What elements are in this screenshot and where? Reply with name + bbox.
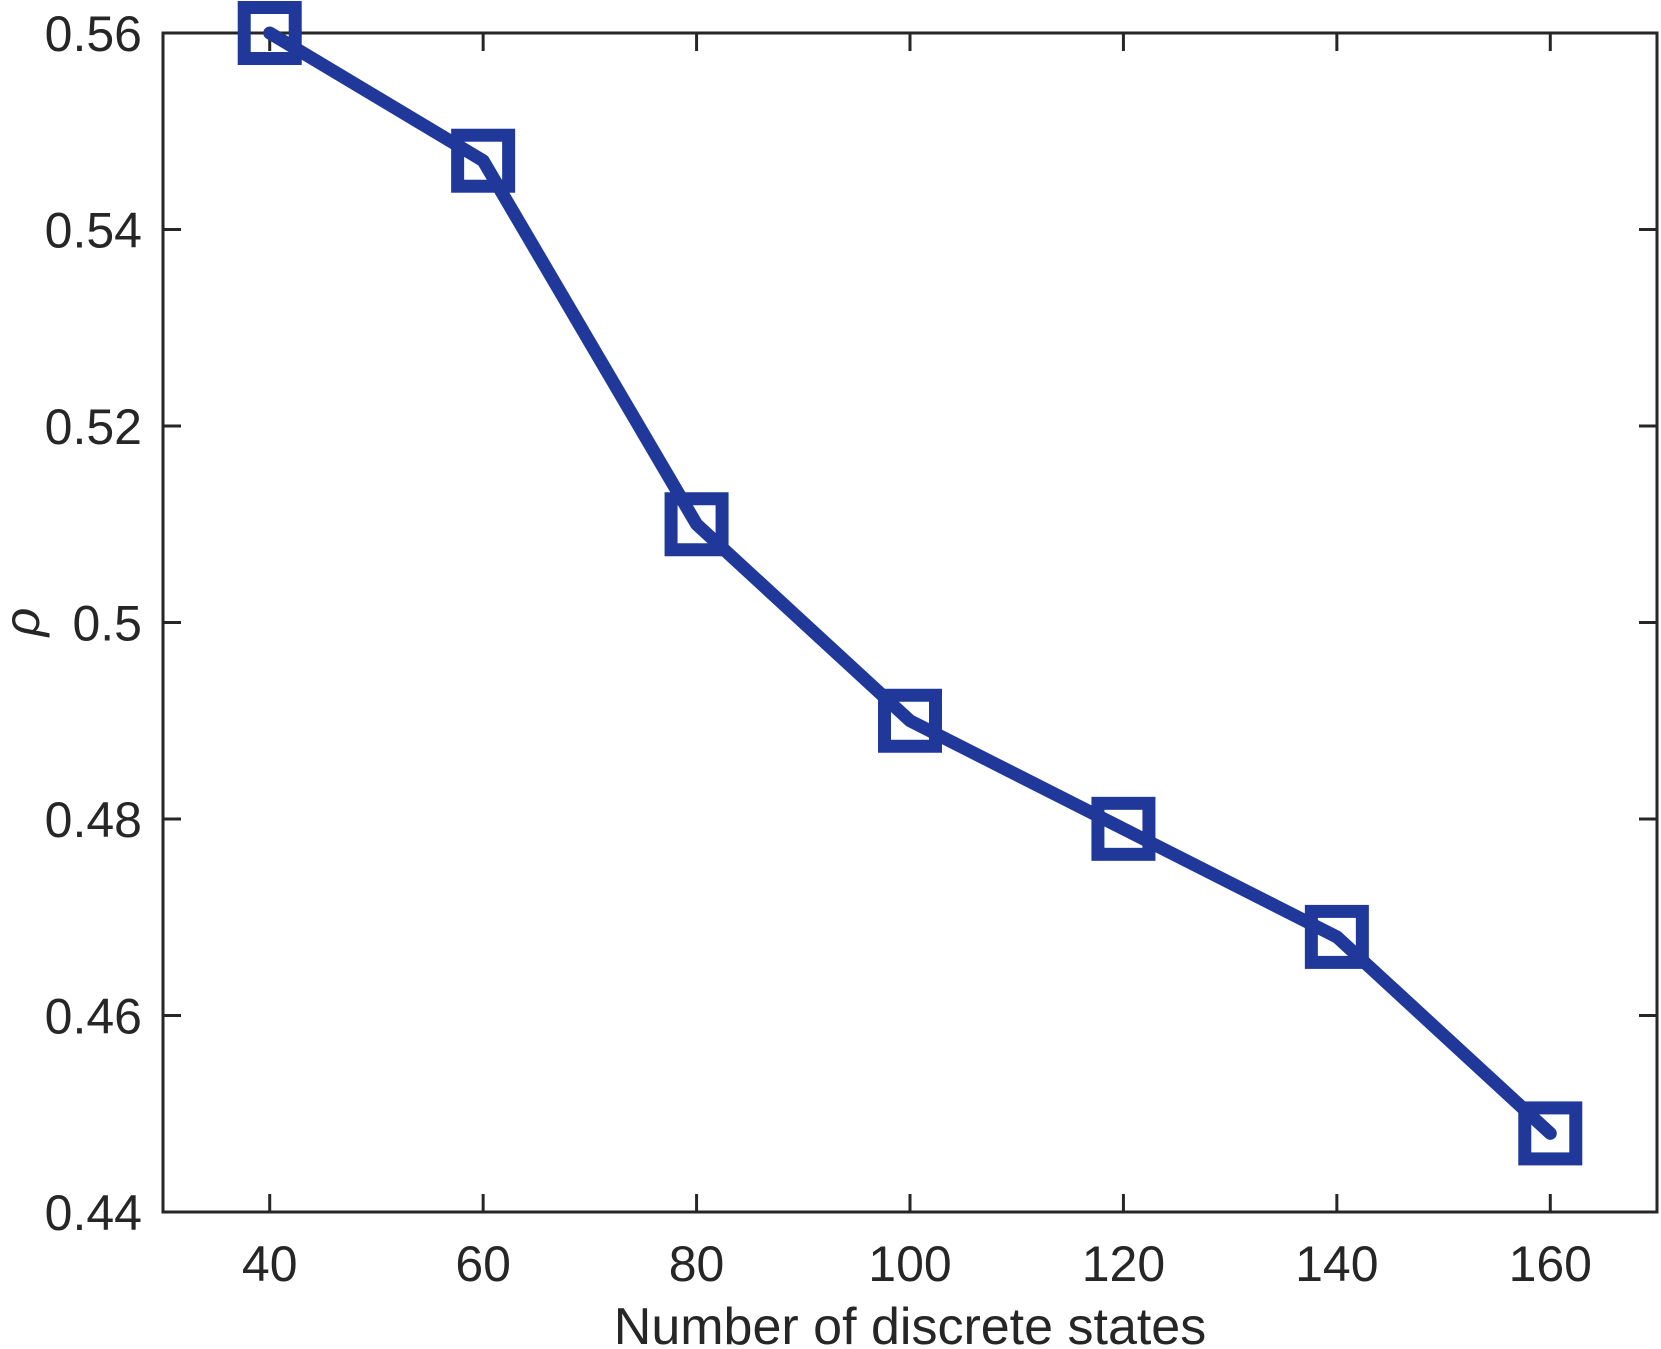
data-point-marker <box>1518 1101 1583 1166</box>
data-point-marker <box>664 492 729 557</box>
x-tick-label: 140 <box>1295 1236 1378 1292</box>
y-tick-label: 0.52 <box>45 399 142 455</box>
data-point-marker <box>451 128 516 193</box>
x-tick-label: 60 <box>455 1236 511 1292</box>
y-tick-label: 0.44 <box>45 1185 142 1241</box>
data-point-marker <box>1091 796 1156 861</box>
x-tick-label: 160 <box>1509 1236 1592 1292</box>
y-axis-title: ρ <box>0 594 50 650</box>
x-axis-title: Number of discrete states <box>613 1298 1207 1349</box>
x-tick-label: 80 <box>669 1236 725 1292</box>
y-tick-label: 0.56 <box>45 6 142 62</box>
y-tick-label: 0.48 <box>45 792 142 848</box>
data-point-marker <box>237 1 302 65</box>
x-tick-label: 40 <box>242 1236 298 1292</box>
series-line <box>263 26 1557 1140</box>
data-point-marker <box>878 688 942 753</box>
x-tick-label: 100 <box>868 1236 951 1292</box>
axes-box <box>161 31 1659 1214</box>
y-tick-label: 0.46 <box>45 989 142 1045</box>
data-point-marker <box>1304 904 1369 969</box>
y-tick-label: 0.54 <box>45 203 142 259</box>
x-tick-label: 120 <box>1082 1236 1165 1292</box>
y-tick-label: 0.5 <box>72 596 142 652</box>
